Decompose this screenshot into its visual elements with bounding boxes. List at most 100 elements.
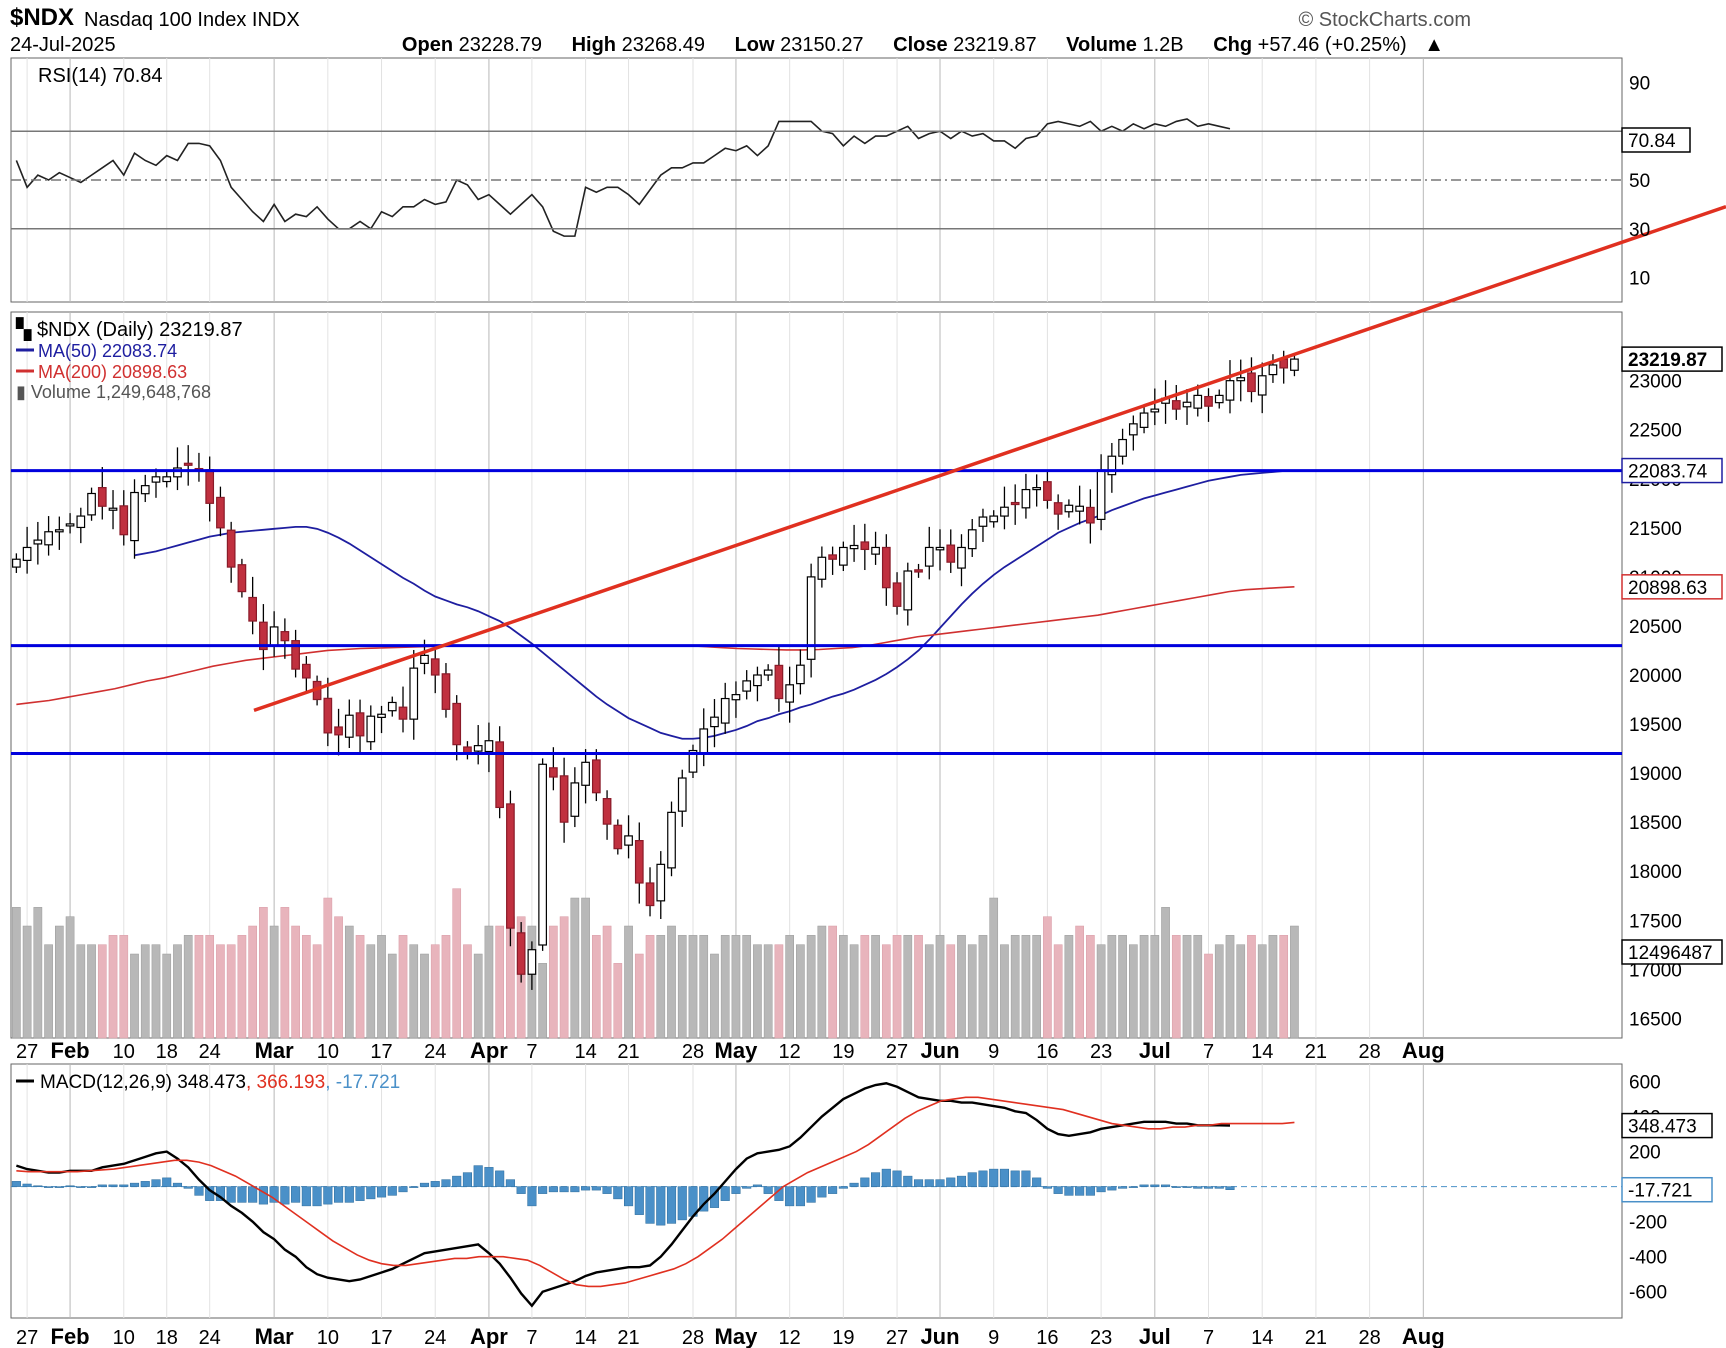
- macd-histogram-bar: [22, 1183, 32, 1187]
- volume-bar: [302, 935, 311, 1039]
- x-axis-tick-label: 21: [617, 1041, 639, 1063]
- x-axis-tick-label: Feb: [51, 1038, 90, 1063]
- candle-body: [216, 496, 225, 529]
- volume-bar: [978, 935, 988, 1039]
- macd-histogram-bar: [1150, 1184, 1160, 1187]
- rsi-current-tag-box: [1621, 127, 1691, 153]
- candle-body: [259, 621, 268, 651]
- candle-body: [1107, 455, 1117, 476]
- macd-histogram-bar: [495, 1170, 505, 1187]
- candle-body: [506, 803, 515, 929]
- x-axis-tick-label: 10: [317, 1041, 339, 1063]
- candle-body: [720, 697, 730, 724]
- rsi-label: RSI(14) 70.84: [38, 65, 163, 87]
- macd-histogram-bar: [538, 1186, 548, 1194]
- x-axis-tick-label: 10: [113, 1041, 135, 1063]
- candle-body: [1182, 401, 1192, 408]
- macd-histogram-bar: [1225, 1186, 1235, 1190]
- x-axis-tick-label: 17: [370, 1041, 392, 1063]
- volume-bar: [398, 935, 408, 1039]
- candle-body: [280, 631, 290, 642]
- volume-bar: [44, 944, 53, 1039]
- candle-body: [387, 701, 397, 712]
- volume-bar: [409, 944, 419, 1039]
- trend-line: [253, 205, 1726, 713]
- macd-histogram-bar: [323, 1186, 333, 1205]
- macd-histogram-bar: [172, 1182, 183, 1187]
- macd-histogram-bar: [366, 1186, 376, 1200]
- candle-body: [1236, 377, 1246, 382]
- volume-bar: [785, 935, 794, 1039]
- volume-bar: [538, 963, 547, 1039]
- candle-body: [44, 531, 53, 546]
- x-axis-tick-label: 14: [1251, 1041, 1273, 1063]
- macd-histogram-bar: [806, 1186, 816, 1203]
- x-axis-tick-label: 27: [886, 1041, 908, 1063]
- volume-bar: [377, 935, 386, 1039]
- close-readout: Close 23219.87: [893, 34, 1037, 56]
- candle-body: [581, 761, 590, 786]
- volume-bar: [871, 935, 880, 1039]
- macd-histogram-bar: [1010, 1170, 1020, 1187]
- x-axis-tick-label: 16: [1036, 1327, 1058, 1348]
- volume-bar: [570, 897, 580, 1039]
- macd-histogram-bar: [194, 1186, 204, 1196]
- candle-body: [1021, 488, 1031, 509]
- x-axis-tick-label: Jun: [920, 1324, 959, 1348]
- volume-bar: [1075, 925, 1084, 1039]
- candle-body: [301, 663, 311, 679]
- macd-histogram-bar: [1161, 1184, 1171, 1187]
- volume-bar: [366, 944, 376, 1039]
- volume-bar: [1182, 935, 1192, 1039]
- price-tick-label: 17500: [1629, 911, 1682, 932]
- macd-histogram-bar: [838, 1186, 848, 1189]
- macd-histogram-bar: [76, 1186, 86, 1188]
- volume-bar: [1139, 935, 1149, 1039]
- x-axis-tick-label: 28: [682, 1327, 704, 1348]
- macd-histogram-bar: [1107, 1186, 1117, 1191]
- volume-bar: [355, 935, 365, 1039]
- volume-bar: [33, 907, 43, 1039]
- volume-bar: [967, 944, 977, 1039]
- candle-body: [173, 467, 182, 478]
- x-axis-tick-label: 19: [832, 1327, 854, 1348]
- macd-histogram-bar: [140, 1181, 150, 1187]
- volume-bar: [344, 925, 354, 1039]
- volume-bar: [935, 935, 945, 1039]
- macd-histogram-bar: [602, 1186, 612, 1194]
- candle-body: [119, 505, 129, 536]
- volume-bar: [140, 944, 150, 1039]
- macd-histogram-bar: [999, 1168, 1009, 1187]
- macd-histogram-bar: [387, 1186, 397, 1196]
- volume-bar: [473, 953, 483, 1039]
- volume-bar: [849, 944, 859, 1039]
- candle-body: [860, 541, 870, 551]
- macd-histogram-bar: [989, 1168, 999, 1187]
- ma50-tag-box: [1621, 457, 1723, 484]
- candle-body: [989, 515, 999, 523]
- candle-body: [1257, 375, 1267, 396]
- x-axis-tick-label: 19: [832, 1041, 854, 1063]
- volume-bar: [226, 944, 236, 1039]
- candle-body: [624, 835, 633, 846]
- candle-body: [130, 491, 139, 542]
- price-tick-label: 20500: [1629, 617, 1682, 638]
- x-axis-tick-label: Mar: [255, 1038, 295, 1063]
- macd-histogram-bar: [849, 1182, 859, 1187]
- candle-body: [430, 658, 440, 676]
- macd-histogram-bar: [430, 1181, 440, 1187]
- macd-histogram-bar: [1128, 1186, 1138, 1188]
- volume-bar: [162, 953, 172, 1039]
- brand-link[interactable]: © StockCharts.com: [1298, 9, 1471, 31]
- volume-bar: [774, 944, 784, 1039]
- volume-bar: [688, 935, 698, 1039]
- candle-body: [183, 462, 193, 466]
- volume-bar: [334, 916, 343, 1039]
- volume-bar: [549, 925, 558, 1039]
- candle-body: [162, 476, 172, 483]
- macd-histogram-bar: [355, 1186, 365, 1201]
- volume-bar: [1171, 935, 1181, 1039]
- x-axis-tick-label: Mar: [255, 1324, 295, 1348]
- volume-bar: [1096, 944, 1106, 1039]
